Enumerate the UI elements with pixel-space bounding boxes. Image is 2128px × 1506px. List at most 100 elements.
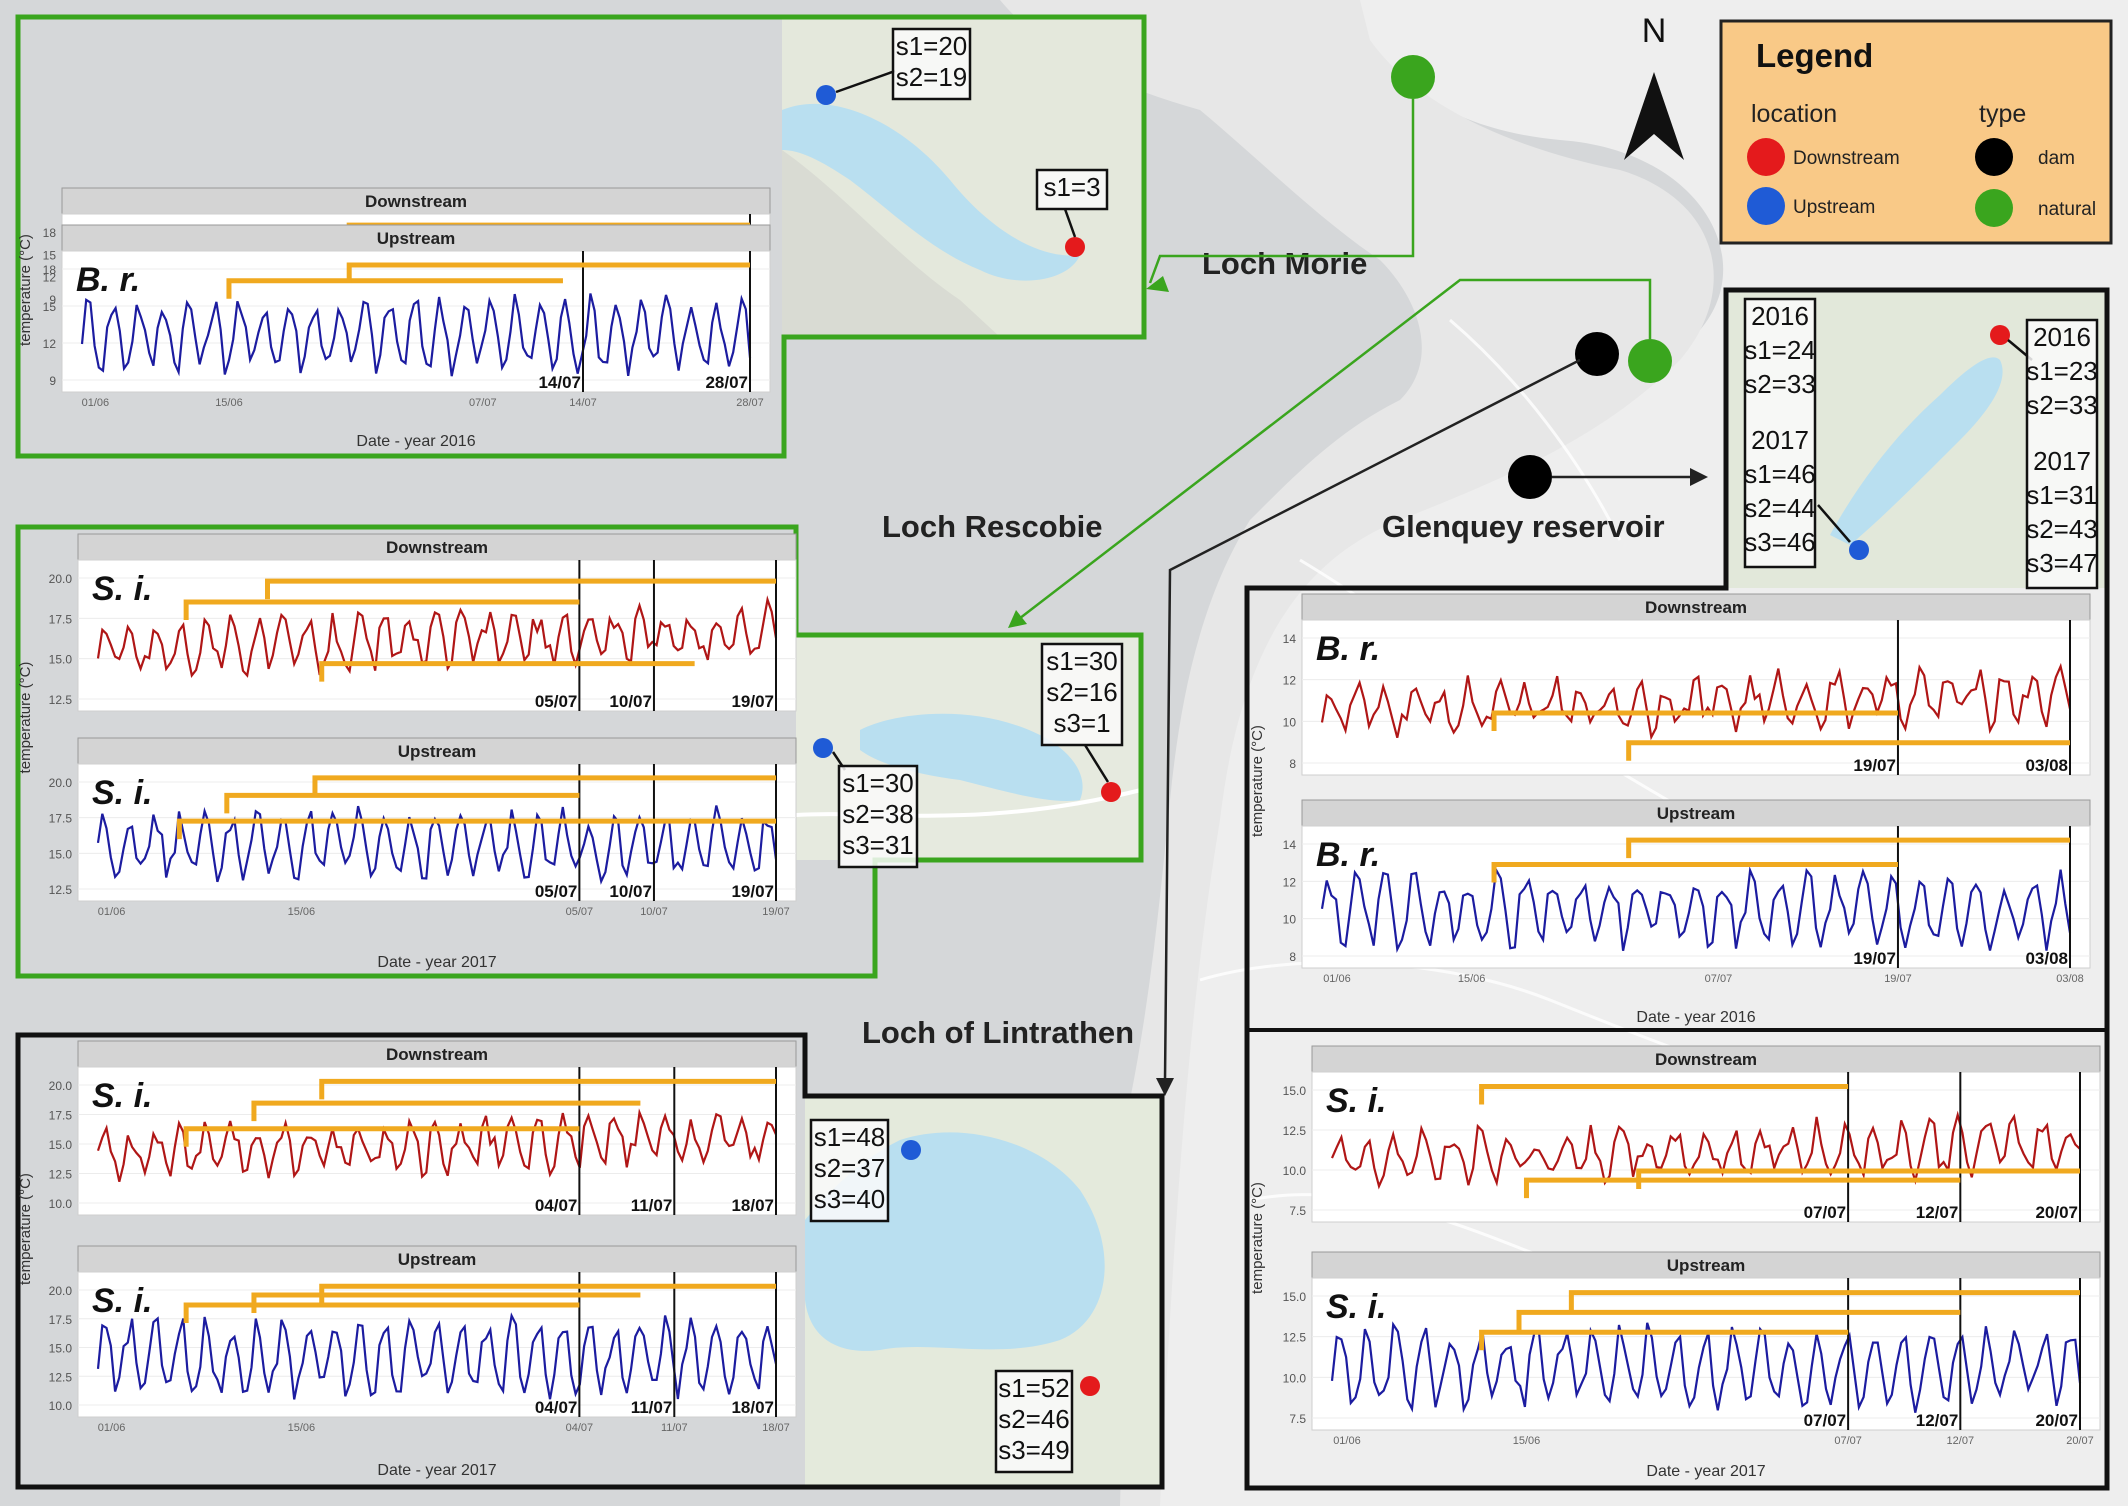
rescobie-upstream-marker[interactable] [813, 738, 833, 758]
subplot-glenquey2017-up: Upstream 15.0 12.5 10.0 7.5 07/07 12/07 20/07 S.… [1283, 1251, 2101, 1447]
y-tick-label: 15.0 [1283, 1290, 1307, 1304]
subplot-rescobie-down: Downstream 20.0 17.5 15.0 12.5 05/07 10/07 19/0… [49, 533, 797, 712]
sample-count-text: s3=31 [842, 830, 914, 860]
legend-type-header: type [1979, 100, 2026, 128]
y-tick-label: 10 [1283, 913, 1297, 927]
sample-count-boxes: s1=20s2=19s1=3s1=30s2=16s3=1s1=30s2=38s3… [809, 27, 2099, 1474]
sampling-window-bar [312, 775, 776, 796]
y-tick-label: 17.5 [49, 812, 73, 826]
sample-count-text: s2=43 [2026, 514, 2098, 544]
sample-count-text: s1=30 [1046, 646, 1118, 676]
legend: Legend location type Downstream Upstream… [1719, 19, 2113, 245]
x-tick-label: 07/07 [469, 397, 497, 409]
sampling-window-bar [183, 1302, 580, 1323]
species-label: S. i. [1326, 1082, 1386, 1120]
morie-arrowhead [1146, 276, 1169, 292]
x-tick-label: 07/07 [1834, 1435, 1862, 1447]
cutoff-label: 19/07 [731, 692, 774, 711]
sampling-window-bar [1491, 862, 1898, 883]
morie-panel-border [15, 14, 1147, 459]
morie-connector-arrow [1148, 99, 1415, 284]
strip-label-up: Upstream [398, 1250, 476, 1269]
strip-header [77, 1245, 797, 1273]
rescobie-location-marker[interactable] [1628, 339, 1672, 383]
sampling-window-bar [1523, 1177, 1961, 1199]
y-tick-label: 20.0 [49, 1284, 73, 1298]
species-label: B. r. [76, 261, 140, 299]
rescobie-arrowhead [1008, 610, 1027, 628]
sample-count-text: 2016 [2033, 322, 2091, 352]
sample-count-text: s2=33 [2026, 390, 2098, 420]
lintrathen-upstream-marker[interactable] [901, 1140, 921, 1160]
lintrathen-downstream-marker[interactable] [1080, 1376, 1100, 1396]
morie-upstream-marker[interactable] [816, 85, 836, 105]
sample-count-text: s2=38 [842, 799, 914, 829]
legend-box [1719, 19, 2113, 245]
sample-box-frame [2025, 318, 2099, 590]
sample-count-text: s3=1 [1053, 708, 1110, 738]
x-tick-label: 19/07 [762, 906, 790, 918]
sample-count-text: s1=30 [842, 768, 914, 798]
legend-location-header: location [1751, 100, 1837, 128]
sample-count-text: s1=20 [896, 31, 968, 61]
y-tick-label: 17.5 [49, 1109, 73, 1123]
sample-count-text: s1=52 [998, 1373, 1070, 1403]
sampling-window-bar [251, 1100, 641, 1122]
chart-panel-glenquey2017: Downstream 15.0 12.5 10.0 7.5 07/07 12/07 20/07… [1249, 1045, 2101, 1480]
lintrathen-location-marker[interactable] [1575, 332, 1619, 376]
cutoff-label: 12/07 [1916, 1203, 1959, 1222]
north-label: N [1642, 12, 1667, 50]
morie-downstream-marker[interactable] [1065, 237, 1085, 257]
sample-count-text: s1=24 [1744, 335, 1816, 365]
morie-location-marker[interactable] [1391, 55, 1435, 99]
strip-header [1311, 1045, 2101, 1073]
sampling-window-bar [1636, 1168, 2080, 1189]
sample-count-box-morie-down: s1=3 [1035, 168, 1109, 211]
plot-area [1311, 1071, 2101, 1223]
sample-count-text: s1=31 [2026, 480, 2098, 510]
legend-upstream-swatch [1747, 187, 1785, 225]
sample-box-frame [1040, 642, 1124, 747]
cutoff-label: 14/07 [538, 373, 581, 392]
y-tick-label: 7.5 [1289, 1412, 1306, 1426]
glenquey-upstream-marker[interactable] [1849, 540, 1869, 560]
cutoff-label: 03/08 [2025, 949, 2068, 968]
x-tick-label: 07/07 [1705, 973, 1733, 985]
rescobie-downstream-marker[interactable] [1101, 782, 1121, 802]
y-tick-label: 9 [49, 293, 56, 307]
coast-land-west [1000, 0, 1714, 1506]
sample-count-box-glenquey-down: 2016 s1=23 s2=33 2017 s1=31 s2=43 s3=47 [2025, 318, 2099, 590]
plot-area [61, 250, 771, 393]
charts: Downstream181512928/07B. r.Upstream18151… [17, 187, 2101, 1480]
temperature-line-up [1330, 1321, 2082, 1414]
glenquey-panel-border [1244, 287, 2110, 1491]
temperature-line-down [1320, 662, 2072, 741]
sample-count-text: s1=23 [2026, 356, 2098, 386]
y-axis-label: temperature (°C) [17, 234, 34, 346]
sampling-window-bar [224, 792, 580, 814]
strip-label-down: Downstream [386, 1045, 488, 1064]
plot-area [1301, 825, 2091, 969]
y-tick-label: 10.0 [1283, 1371, 1307, 1385]
y-tick-label: 10.0 [49, 1197, 73, 1211]
chart-panel-morie: Downstream181512928/07B. r.Upstream18151… [17, 187, 771, 450]
y-tick-label: 15.0 [1283, 1084, 1307, 1098]
x-tick-label: 01/06 [82, 397, 110, 409]
species-label: B. r. [1316, 836, 1380, 874]
sampling-window-bar [1568, 1290, 2080, 1311]
cutoff-label: 18/07 [731, 1398, 774, 1417]
y-tick-label: 12 [43, 271, 57, 285]
glenquey-location-marker[interactable] [1508, 455, 1552, 499]
species-label: S. i. [92, 1077, 152, 1115]
strip-label-up: Upstream [1657, 804, 1735, 823]
strip-header [1301, 593, 2091, 621]
cutoff-label: 11/07 [631, 1196, 673, 1215]
y-tick-label: 15.0 [49, 847, 73, 861]
loch-morie-label: Loch Morie [1202, 246, 1367, 281]
legend-upstream-label: Upstream [1793, 197, 1875, 218]
subplot-glenquey2016-up: Upstream 14 12 10 8 19/07 03/08 B. r. 01/06 15/06… [1283, 799, 2091, 985]
glenquey-downstream-marker[interactable] [1990, 325, 2010, 345]
sampling-window-bar [1626, 837, 2070, 859]
temperature-line-up [1320, 866, 2072, 953]
